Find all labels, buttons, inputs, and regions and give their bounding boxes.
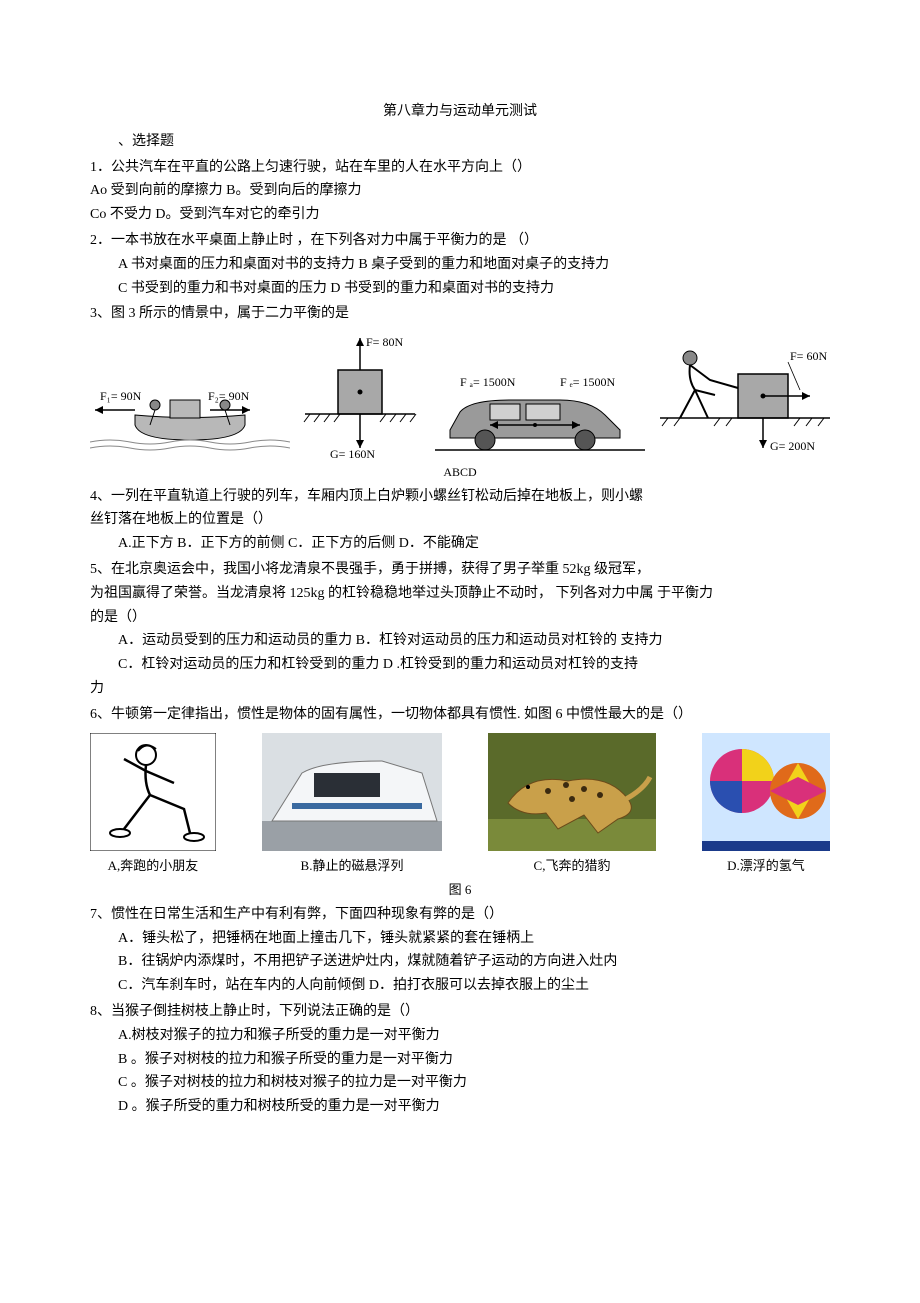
q3-fig-a: F₁= 90N F₂= 90N — [90, 370, 290, 460]
q8: 8、当猴子倒挂树枝上静止时，下列说法正确的是（） A.树枝对猴子的拉力和猴子所受… — [90, 1000, 830, 1119]
q3c-fa: F ₐ= 1500N — [460, 375, 516, 389]
q6-img-a — [90, 733, 216, 851]
q5-stem2: 为祖国赢得了荣誉。当龙清泉将 125kg 的杠铃稳稳地举过头顶静止不动时， 下列… — [90, 582, 830, 606]
q8-b: B 。猴子对树枝的拉力和猴子所受的重力是一对平衡力 — [90, 1048, 830, 1072]
q8-c: C 。猴子对树枝的拉力和树枝对猴子的拉力是一对平衡力 — [90, 1071, 830, 1095]
q6-cap-c: C,飞奔的猎豹 — [534, 855, 611, 877]
q6: 6、牛顿第一定律指出，惯性是物体的固有属性，一切物体都具有惯性. 如图 6 中惯… — [90, 703, 830, 901]
section-heading: 、选择题 — [90, 130, 830, 154]
q3c-fb: F ₑ= 1500N — [560, 375, 616, 389]
q3-figure-row: F₁= 90N F₂= 90N F= 8 — [90, 330, 830, 460]
q7-a: A．锤头松了，把锤柄在地面上撞击几下，锤头就紧紧的套在锤柄上 — [90, 927, 830, 951]
q3d-g: G= 200N — [770, 439, 815, 453]
q5-stem1: 5、在北京奥运会中，我国小将龙清泉不畏强手，勇于拼搏，获得了男子举重 52kg … — [90, 558, 830, 582]
q8-d: D 。猴子所受的重力和树枝所受的重力是一对平衡力 — [90, 1095, 830, 1119]
q3b-g: G= 160N — [330, 447, 375, 460]
q5-opts-ab: A．运动员受到的压力和运动员的重力 B．杠铃对运动员的压力和运动员对杠铃的 支持… — [90, 629, 830, 653]
q4-opts: A.正下方 B．正下方的前侧 C．正下方的后侧 D．不能确定 — [90, 532, 830, 556]
q3d-f: F= 60N — [790, 349, 827, 363]
q2-opts-ab: A 书对桌面的压力和桌面对书的支持力 B 桌子受到的重力和地面对桌子的支持力 — [90, 253, 830, 277]
q5: 5、在北京奥运会中，我国小将龙清泉不畏强手，勇于拼搏，获得了男子举重 52kg … — [90, 558, 830, 701]
q6-cap-b: B.静止的磁悬浮列 — [301, 855, 404, 877]
q2: 2．一本书放在水平桌面上静止时 ，在下列各对力中属于平衡力的是 （） A 书对桌… — [90, 229, 830, 300]
q1-stem: 1．公共汽车在平直的公路上匀速行驶，站在车里的人在水平方向上（） — [90, 156, 830, 180]
q1-opts-cd: Co 不受力 D。受到汽车对它的牵引力 — [90, 203, 830, 227]
q3a-f2: F₂= 90N — [208, 389, 250, 403]
q3-fig-c: F ₐ= 1500N F ₑ= 1500N — [430, 370, 650, 460]
q6-img-d — [702, 733, 830, 851]
q6-cap-a: A,奔跑的小朋友 — [108, 855, 199, 877]
q5-stem3: 的是（） — [90, 606, 830, 630]
q1-opts-ab: Ao 受到向前的摩擦力 B。受到向后的摩擦力 — [90, 179, 830, 203]
q6-fig-c: C,飞奔的猎豹 — [488, 733, 656, 877]
q2-opts-cd: C 书受到的重力和书对桌面的压力 D 书受到的重力和桌面对书的支持力 — [90, 277, 830, 301]
q4: 4、一列在平直轨道上行驶的列车，车厢内顶上白炉颗小螺丝钉松动后掉在地板上，则小螺… — [90, 485, 830, 556]
q4-stem2: 丝钉落在地板上的位置是（） — [90, 508, 830, 532]
q3: 3、图 3 所示的情景中，属于二力平衡的是 F₁= 90N F₂= 90N — [90, 302, 830, 482]
q3-stem: 3、图 3 所示的情景中，属于二力平衡的是 — [90, 302, 830, 326]
q3-fig-b: F= 80N G= 160N — [300, 330, 420, 460]
q7-stem: 7、惯性在日常生活和生产中有利有弊，下面四种现象有弊的是（） — [90, 903, 830, 927]
q3-fig-d: F= 60N G= 200N — [660, 340, 830, 460]
q6-figcap: 图 6 — [90, 879, 830, 901]
page-title: 第八章力与运动单元测试 — [90, 100, 830, 124]
q7-cd: C．汽车刹车时，站在车内的人向前倾倒 D．拍打衣服可以去掉衣服上的尘土 — [90, 974, 830, 998]
q3a-f1: F₁= 90N — [100, 389, 142, 403]
q7-b: B．往锅炉内添煤时，不用把铲子送进炉灶内，煤就随着铲子运动的方向进入灶内 — [90, 950, 830, 974]
q7: 7、惯性在日常生活和生产中有利有弊，下面四种现象有弊的是（） A．锤头松了，把锤… — [90, 903, 830, 998]
q6-fig-d: D.漂浮的氢气 — [702, 733, 830, 877]
q8-a: A.树枝对猴子的拉力和猴子所受的重力是一对平衡力 — [90, 1024, 830, 1048]
q6-cap-d: D.漂浮的氢气 — [727, 855, 805, 877]
q8-stem: 8、当猴子倒挂树枝上静止时，下列说法正确的是（） — [90, 1000, 830, 1024]
q4-stem1: 4、一列在平直轨道上行驶的列车，车厢内顶上白炉颗小螺丝钉松动后掉在地板上，则小螺 — [90, 485, 830, 509]
q5-opts-cd2: 力 — [90, 677, 830, 701]
q6-img-c — [488, 733, 656, 851]
q1: 1．公共汽车在平直的公路上匀速行驶，站在车里的人在水平方向上（） Ao 受到向前… — [90, 156, 830, 227]
q3b-f: F= 80N — [366, 335, 403, 349]
q5-opts-cd1: C．杠铃对运动员的压力和杠铃受到的重力 D .杠铃受到的重力和运动员对杠铃的支持 — [90, 653, 830, 677]
q6-img-b — [262, 733, 442, 851]
q2-stem: 2．一本书放在水平桌面上静止时 ，在下列各对力中属于平衡力的是 （） — [90, 229, 830, 253]
q3-abcd: ABCD — [90, 462, 830, 482]
q6-figure-row: A,奔跑的小朋友 B.静止的磁悬浮列 — [90, 733, 830, 877]
q6-stem: 6、牛顿第一定律指出，惯性是物体的固有属性，一切物体都具有惯性. 如图 6 中惯… — [90, 703, 830, 727]
q6-fig-b: B.静止的磁悬浮列 — [262, 733, 442, 877]
q6-fig-a: A,奔跑的小朋友 — [90, 733, 216, 877]
